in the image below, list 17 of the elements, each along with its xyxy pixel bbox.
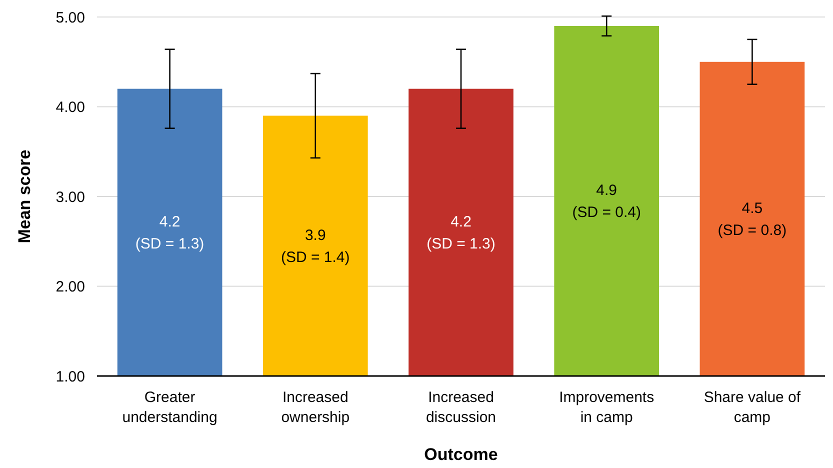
x-tick-label: Increased discussion <box>426 389 496 426</box>
y-tick-label: 1.00 <box>56 368 85 386</box>
x-axis-title: Outcome <box>424 445 498 464</box>
data-label: 3.9 (SD = 1.4) <box>281 226 350 266</box>
y-tick-label: 5.00 <box>56 9 85 26</box>
x-tick-label: Improvements in camp <box>559 389 654 426</box>
x-tick-label: Greater understanding <box>122 389 218 426</box>
y-tick-label: 3.00 <box>56 188 85 206</box>
data-label: 4.2 (SD = 1.3) <box>426 213 496 252</box>
data-label: 4.9 (SD = 0.4) <box>572 182 641 221</box>
y-axis-title: Mean score <box>15 150 34 244</box>
x-tick-label: Increased ownership <box>281 389 350 426</box>
x-tick-label: Share value of camp <box>704 389 802 426</box>
y-tick-label: 4.00 <box>56 99 85 116</box>
y-tick-label: 2.00 <box>56 278 85 296</box>
data-label: 4.2 (SD = 1.3) <box>135 213 204 252</box>
data-label: 4.5 (SD = 0.8) <box>718 200 787 239</box>
